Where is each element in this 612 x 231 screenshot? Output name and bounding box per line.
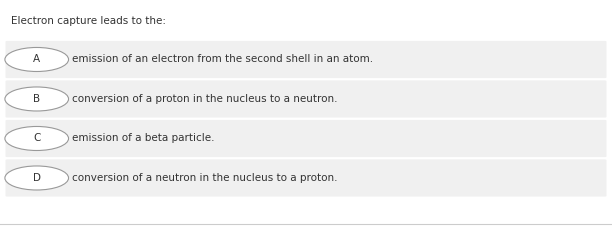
FancyBboxPatch shape (6, 159, 606, 197)
Text: A: A (33, 55, 40, 64)
FancyBboxPatch shape (6, 80, 606, 118)
Circle shape (5, 127, 69, 151)
FancyBboxPatch shape (6, 41, 606, 78)
Circle shape (5, 87, 69, 111)
Text: B: B (33, 94, 40, 104)
Text: C: C (33, 134, 40, 143)
Text: Electron capture leads to the:: Electron capture leads to the: (11, 16, 166, 26)
Text: emission of an electron from the second shell in an atom.: emission of an electron from the second … (72, 55, 373, 64)
Text: emission of a beta particle.: emission of a beta particle. (72, 134, 214, 143)
Circle shape (5, 166, 69, 190)
Text: conversion of a neutron in the nucleus to a proton.: conversion of a neutron in the nucleus t… (72, 173, 337, 183)
Text: D: D (32, 173, 41, 183)
Text: conversion of a proton in the nucleus to a neutron.: conversion of a proton in the nucleus to… (72, 94, 337, 104)
FancyBboxPatch shape (6, 120, 606, 157)
Circle shape (5, 48, 69, 72)
